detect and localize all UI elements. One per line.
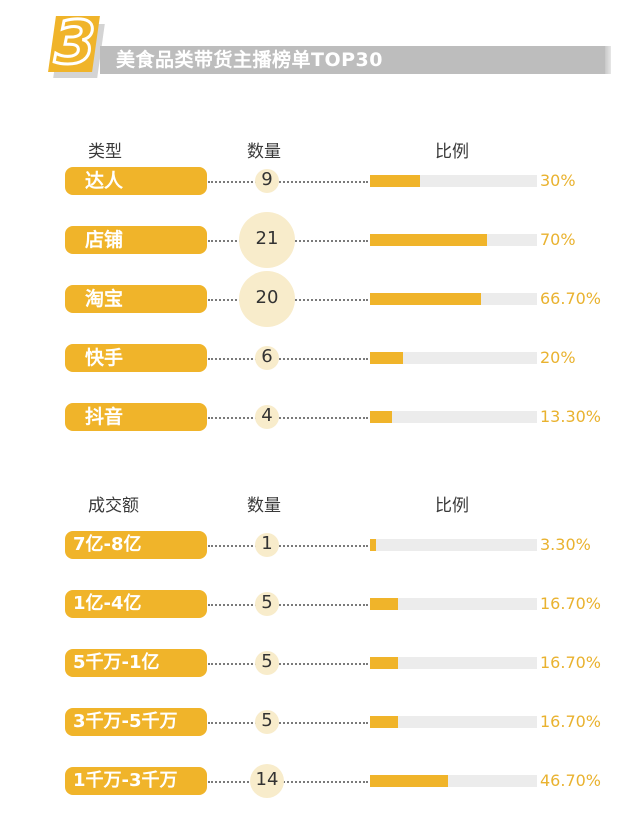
bar-fill [370,411,392,423]
dotted-connector [208,181,368,183]
ratio-label: 13.30% [540,407,602,426]
ratio-label: 70% [540,230,576,249]
category-label: 快手 [65,344,207,372]
section2-header-count: 数量 [247,496,281,516]
bar-track [370,234,537,246]
category-label: 7亿-8亿 [65,531,207,559]
count-circle [255,710,279,734]
count-value: 1 [261,533,273,554]
count-value: 14 [255,769,279,790]
count-circle [239,271,295,327]
badge-number: 3 [53,8,98,78]
bar-track [370,293,537,305]
count-circle [239,212,295,268]
dotted-connector [208,604,368,606]
bar-fill [370,539,376,551]
section2-header-ratio: 比例 [435,496,469,516]
category-label: 达人 [65,167,207,195]
ratio-label: 30% [540,171,576,190]
bar-track [370,657,537,669]
section1-header-ratio: 比例 [435,142,469,162]
count-circle [255,346,279,370]
bar-track [370,411,537,423]
bar-track [370,598,537,610]
category-label: 1亿-4亿 [65,590,207,618]
dotted-connector [208,358,368,360]
ratio-label: 16.70% [540,594,602,613]
ratio-label: 16.70% [540,712,602,731]
count-circle [255,651,279,675]
count-value: 5 [261,592,273,613]
dotted-connector [208,663,368,665]
bar-fill [370,175,420,187]
count-value: 21 [255,228,279,249]
category-label: 抖音 [65,403,207,431]
count-circle [250,764,284,798]
category-label: 淘宝 [65,285,207,313]
count-circle [255,592,279,616]
ratio-label: 3.30% [540,535,591,554]
count-circle [255,405,279,429]
count-value: 20 [255,287,279,308]
dotted-connector [208,545,368,547]
ratio-label: 20% [540,348,576,367]
category-label: 店铺 [65,226,207,254]
count-value: 4 [261,405,273,426]
dotted-connector [208,722,368,724]
category-label: 5千万-1亿 [65,649,207,677]
bar-fill [370,657,398,669]
header: 3 美食品类带货主播榜单TOP30 [0,0,640,100]
bar-fill [370,234,487,246]
section2-header-category: 成交额 [88,496,139,516]
bar-fill [370,716,398,728]
count-value: 6 [261,346,273,367]
count-value: 5 [261,651,273,672]
page-title: 美食品类带货主播榜单TOP30 [116,49,383,71]
category-label: 1千万-3千万 [65,767,207,795]
ratio-label: 66.70% [540,289,602,308]
dotted-connector [208,417,368,419]
ratio-label: 16.70% [540,653,602,672]
count-value: 9 [261,169,273,190]
count-circle [255,533,279,557]
section1-header-category: 类型 [88,142,122,162]
bar-fill [370,598,398,610]
bar-track [370,716,537,728]
bar-track [370,539,537,551]
count-circle [255,169,279,193]
bar-track [370,175,537,187]
bar-fill [370,775,448,787]
category-label: 3千万-5千万 [65,708,207,736]
bar-fill [370,352,403,364]
dotted-connector [208,781,368,783]
title-bar [100,46,611,74]
count-value: 5 [261,710,273,731]
bar-fill [370,293,481,305]
section1-header-count: 数量 [247,142,281,162]
ratio-label: 46.70% [540,771,602,790]
bar-track [370,352,537,364]
bar-track [370,775,537,787]
